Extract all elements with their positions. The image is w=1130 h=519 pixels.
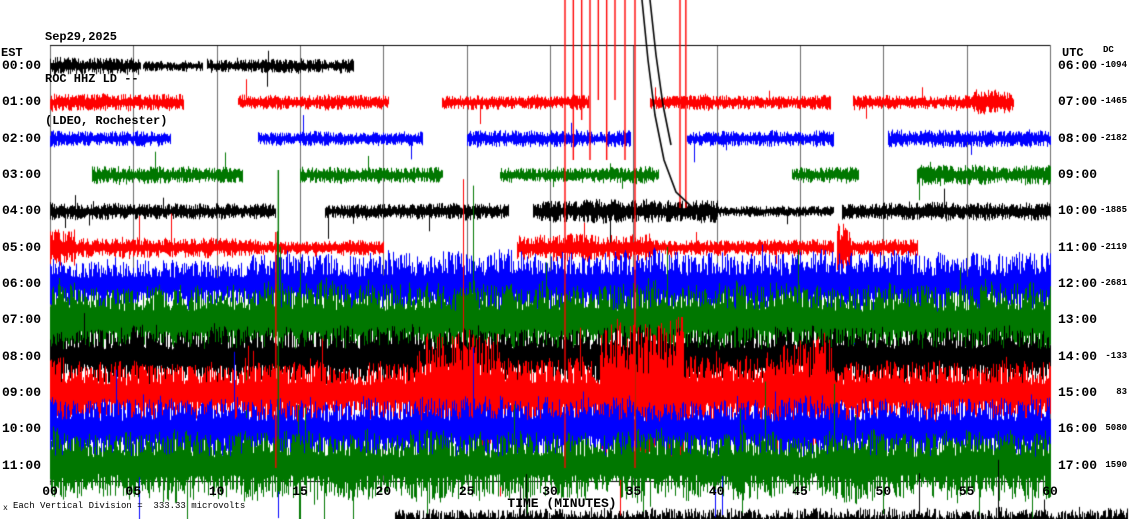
est-hour-label: 07:00 (2, 312, 42, 328)
x-tick-label: 10 (208, 484, 225, 499)
header-date: Sep29,2025 (45, 30, 118, 44)
dc-value: -2119 (1099, 241, 1127, 252)
x-tick-label: 25 (458, 484, 475, 499)
x-tick-label: 20 (375, 484, 392, 499)
left-axis-title: EST (1, 46, 23, 60)
utc-hour-label: 16:00 (1058, 421, 1098, 437)
utc-hour-label: 17:00 (1058, 457, 1098, 473)
header-block: Sep29,2025 ROC HHZ LD -- (LDEO, Rocheste… (45, 2, 167, 156)
dc-value: -1465 (1099, 96, 1127, 107)
utc-hour-label: 15:00 (1058, 385, 1098, 401)
x-axis-title: TIME (MINUTES) (507, 496, 617, 511)
x-tick-label: 15 (292, 484, 308, 499)
utc-hour-label: 06:00 (1058, 58, 1098, 74)
x-tick-label: 60 (1042, 484, 1058, 499)
est-hour-label: 01:00 (2, 94, 42, 110)
x-tick-label: 40 (708, 484, 725, 499)
utc-hour-label: 10:00 (1058, 203, 1098, 219)
est-hour-label: 02:00 (2, 130, 42, 146)
right-axis-title: UTC (1062, 46, 1084, 60)
est-hour-label: 10:00 (2, 421, 42, 437)
x-tick-label: 35 (625, 484, 642, 499)
x-tick-label: 55 (958, 484, 975, 499)
dc-value: -2681 (1099, 278, 1127, 289)
utc-hour-label: 08:00 (1058, 130, 1098, 146)
utc-hour-label: 11:00 (1058, 239, 1098, 255)
est-hour-label: 05:00 (2, 239, 42, 255)
x-tick-label: 30 (542, 484, 558, 499)
utc-hour-label: 12:00 (1058, 276, 1098, 292)
dc-value: -1885 (1099, 205, 1127, 216)
utc-hour-label: 07:00 (1058, 94, 1098, 110)
est-hour-label: 03:00 (2, 167, 42, 183)
dc-value: -2182 (1099, 132, 1127, 143)
header-station: ROC HHZ LD -- (45, 72, 139, 86)
dc-column-title: DC (1103, 45, 1114, 55)
dc-value: 83 (1116, 387, 1127, 398)
est-hour-label: 06:00 (2, 276, 42, 292)
dc-value: 1590 (1105, 459, 1127, 470)
x-tick-label: 45 (792, 484, 808, 499)
x-tick-label: 05 (125, 484, 142, 499)
scale-marker: x (3, 504, 8, 513)
utc-hour-label: 13:00 (1058, 312, 1098, 328)
x-tick-label: 50 (875, 484, 892, 499)
utc-hour-label: 14:00 (1058, 348, 1098, 364)
est-hour-label: 04:00 (2, 203, 42, 219)
utc-hour-label: 09:00 (1058, 167, 1098, 183)
dc-value: 5080 (1105, 423, 1127, 434)
x-tick-label: 00 (42, 484, 58, 499)
scale-note: Each Vertical Division = 333.33 microvol… (13, 501, 246, 511)
est-hour-label: 11:00 (2, 457, 42, 473)
est-hour-label: 00:00 (2, 58, 42, 74)
est-hour-label: 09:00 (2, 385, 42, 401)
dc-value: -133 (1105, 350, 1127, 361)
dc-value: -1094 (1099, 60, 1127, 71)
est-hour-label: 08:00 (2, 348, 42, 364)
header-network: (LDEO, Rochester) (45, 114, 168, 128)
